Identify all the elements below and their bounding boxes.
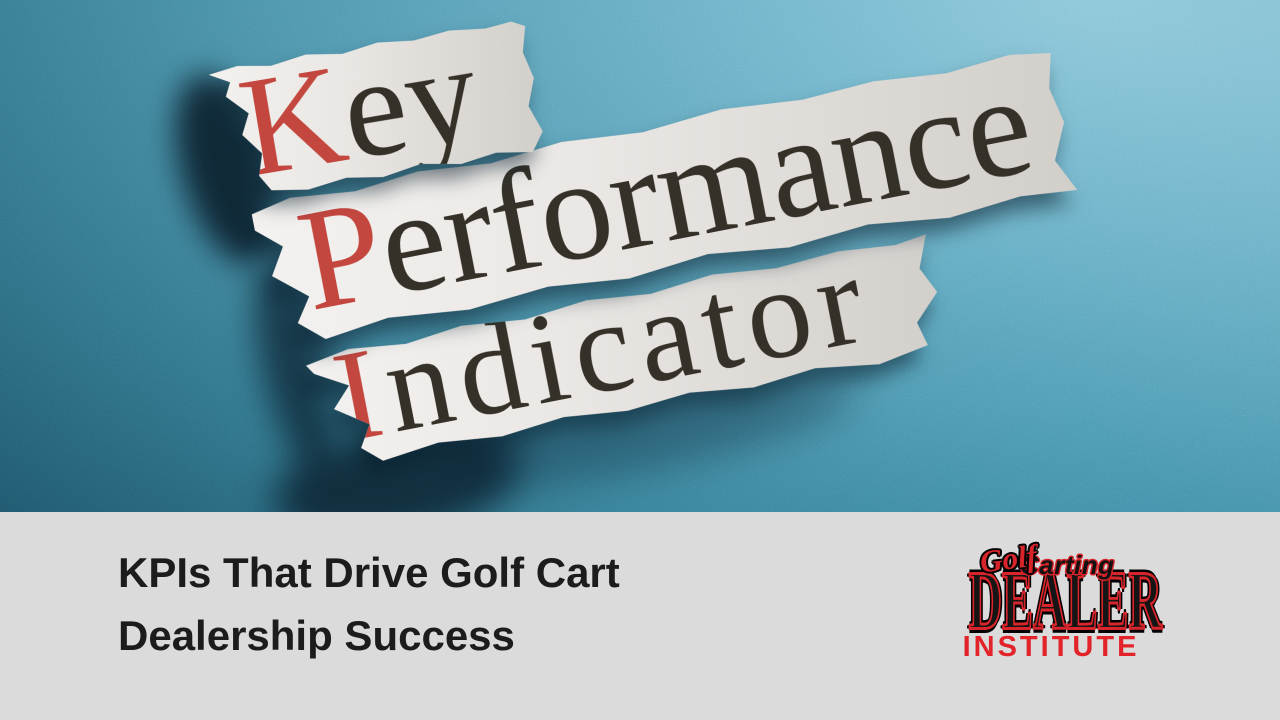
logo-golf-script: Golf [978, 537, 1039, 580]
logo-carting-script: Carting [1020, 550, 1115, 580]
title-line-2: Dealership Success [118, 612, 515, 659]
logo-dealer-wordmark: DEALER [968, 553, 1163, 648]
golf-carting-dealer-institute-logo: Golf Carting DEALER INSTITUTE [948, 538, 1163, 674]
banner-title: KPIs That Drive Golf Cart Dealership Suc… [118, 541, 620, 667]
kpi-photo: Indicator Performance Key [0, 0, 1280, 512]
logo-institute-wordmark: INSTITUTE [962, 631, 1140, 663]
title-line-1: KPIs That Drive Golf Cart [118, 549, 620, 596]
caption-band [0, 512, 1280, 720]
